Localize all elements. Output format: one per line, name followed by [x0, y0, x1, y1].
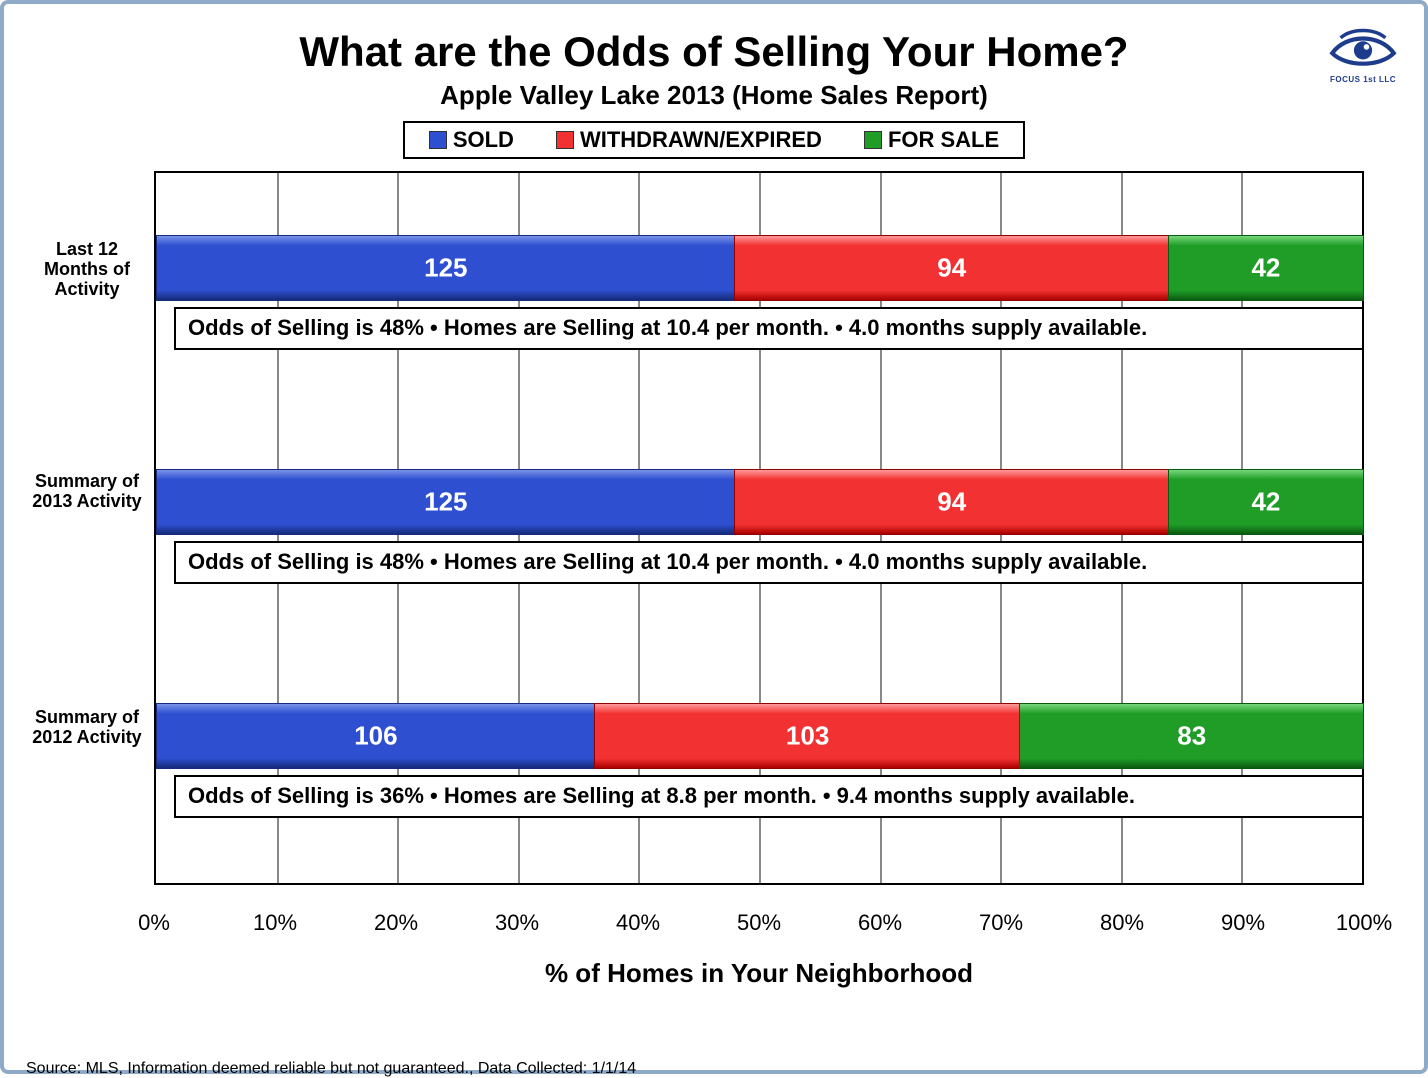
bar-value-sold-1: 125 — [157, 487, 735, 518]
bar-row-1: 125 94 42 — [156, 469, 1362, 533]
legend: SOLD WITHDRAWN/EXPIRED FOR SALE — [26, 121, 1402, 159]
legend-box: SOLD WITHDRAWN/EXPIRED FOR SALE — [403, 121, 1025, 159]
bar-for-sale-2: 83 — [1019, 703, 1364, 769]
bar-row-2: 106 103 83 — [156, 703, 1362, 767]
bar-value-sold-0: 125 — [157, 253, 735, 284]
report-frame: FOCUS 1st LLC What are the Odds of Selli… — [0, 0, 1428, 1074]
xtick-6: 60% — [858, 910, 902, 936]
xtick-2: 20% — [374, 910, 418, 936]
plot-wrap: Last 12 Months of Activity Summary of 20… — [26, 171, 1402, 881]
xtick-1: 10% — [253, 910, 297, 936]
legend-label-for-sale: FOR SALE — [888, 127, 999, 153]
xtick-3: 30% — [495, 910, 539, 936]
bar-for-sale-0: 42 — [1168, 235, 1364, 301]
ylabel-1: Summary of 2013 Activity — [26, 471, 148, 511]
bar-value-withdrawn-0: 94 — [735, 253, 1169, 284]
bar-sold-1: 125 — [156, 469, 736, 535]
x-axis-label: % of Homes in Your Neighborhood — [154, 958, 1364, 989]
legend-item-for-sale: FOR SALE — [864, 127, 999, 153]
xtick-4: 40% — [616, 910, 660, 936]
ylabel-2: Summary of 2012 Activity — [26, 707, 148, 747]
xtick-5: 50% — [737, 910, 781, 936]
xtick-10: 100% — [1336, 910, 1392, 936]
eye-icon — [1328, 28, 1398, 70]
ylabel-0: Last 12 Months of Activity — [26, 239, 148, 299]
bar-withdrawn-1: 94 — [734, 469, 1170, 535]
bar-value-withdrawn-2: 103 — [595, 721, 1021, 752]
xtick-9: 90% — [1221, 910, 1265, 936]
brand-caption: FOCUS 1st LLC — [1324, 75, 1402, 84]
chart-title: What are the Odds of Selling Your Home? — [26, 28, 1402, 76]
legend-swatch-withdrawn — [556, 131, 574, 149]
brand-logo: FOCUS 1st LLC — [1324, 28, 1402, 84]
bar-value-for-sale-1: 42 — [1169, 487, 1363, 518]
chart-subtitle: Apple Valley Lake 2013 (Home Sales Repor… — [26, 80, 1402, 111]
xtick-8: 80% — [1100, 910, 1144, 936]
legend-swatch-for-sale — [864, 131, 882, 149]
bar-value-withdrawn-1: 94 — [735, 487, 1169, 518]
legend-item-sold: SOLD — [429, 127, 514, 153]
bar-row-0: 125 94 42 — [156, 235, 1362, 299]
bar-withdrawn-0: 94 — [734, 235, 1170, 301]
bar-for-sale-1: 42 — [1168, 469, 1364, 535]
callout-2: Odds of Selling is 36% • Homes are Selli… — [174, 775, 1364, 818]
legend-label-sold: SOLD — [453, 127, 514, 153]
plot-area: 125 94 42 Odds of Selling is 48% • Homes… — [154, 171, 1364, 885]
x-axis: 0% 10% 20% 30% 40% 50% 60% 70% 80% 90% 1… — [154, 910, 1364, 989]
callout-1: Odds of Selling is 48% • Homes are Selli… — [174, 541, 1364, 584]
bar-value-for-sale-0: 42 — [1169, 253, 1363, 284]
report-inner: FOCUS 1st LLC What are the Odds of Selli… — [26, 28, 1402, 1070]
bar-sold-0: 125 — [156, 235, 736, 301]
bar-withdrawn-2: 103 — [594, 703, 1022, 769]
legend-label-withdrawn: WITHDRAWN/EXPIRED — [580, 127, 822, 153]
bar-value-for-sale-2: 83 — [1020, 721, 1363, 752]
callout-0: Odds of Selling is 48% • Homes are Selli… — [174, 307, 1364, 350]
legend-item-withdrawn: WITHDRAWN/EXPIRED — [556, 127, 822, 153]
bar-sold-2: 106 — [156, 703, 596, 769]
xtick-7: 70% — [979, 910, 1023, 936]
xtick-0: 0% — [138, 910, 170, 936]
bar-value-sold-2: 106 — [157, 721, 595, 752]
source-footnote: Source: MLS, Information deemed reliable… — [26, 1060, 636, 1078]
legend-swatch-sold — [429, 131, 447, 149]
